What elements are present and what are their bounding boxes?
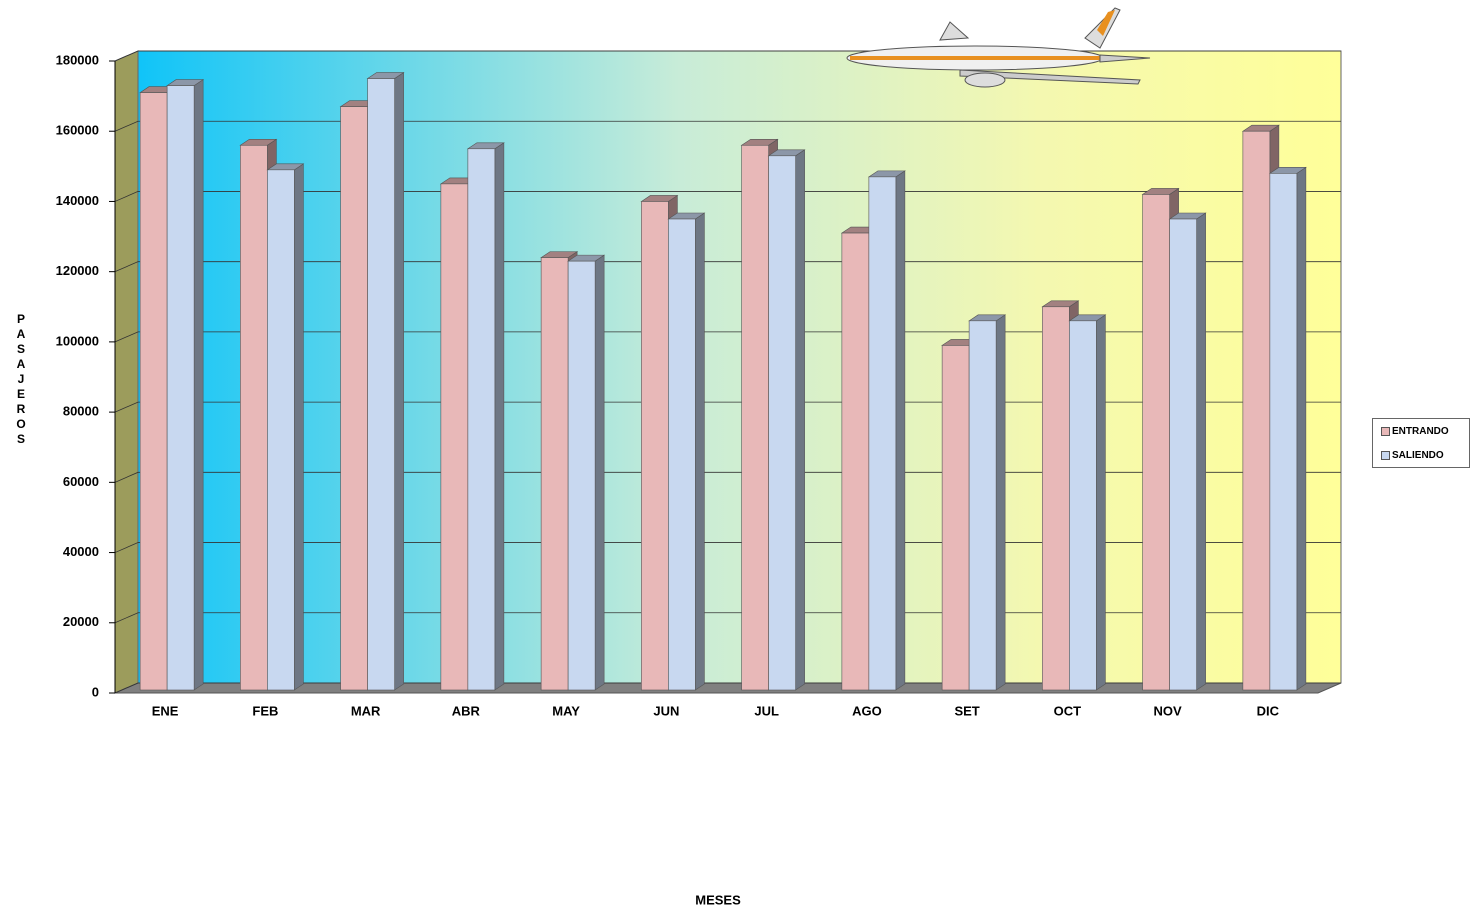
grid-line xyxy=(114,261,1341,273)
x-axis-label: MESES xyxy=(695,892,741,907)
bar-side xyxy=(795,149,805,691)
y-tick-label: 80000 xyxy=(63,404,99,419)
legend: ENTRANDO SALIENDO xyxy=(1372,418,1470,468)
y-tick-label: 60000 xyxy=(63,474,99,489)
bar xyxy=(668,218,696,691)
grid-line xyxy=(114,682,1341,694)
side-wall xyxy=(114,50,139,694)
x-tick-label: MAY xyxy=(552,703,580,718)
bar xyxy=(941,345,970,691)
x-tick-label: ENE xyxy=(152,703,179,718)
bar xyxy=(1242,130,1271,691)
x-tick-label: NOV xyxy=(1154,703,1183,718)
bar xyxy=(1169,218,1197,691)
x-tick-label: SET xyxy=(954,703,979,718)
bar xyxy=(367,78,395,691)
bar xyxy=(166,85,195,691)
bar xyxy=(240,144,268,691)
bar-side xyxy=(1296,166,1307,691)
bar xyxy=(968,320,997,691)
x-tick-label: MAR xyxy=(351,703,381,718)
grid-line xyxy=(114,612,1341,624)
legend-swatch xyxy=(1381,427,1390,436)
bar xyxy=(139,92,168,691)
bar-side xyxy=(695,212,705,691)
y-tick-label: 20000 xyxy=(63,614,99,629)
bar xyxy=(267,169,295,691)
x-tick-label: JUN xyxy=(653,703,679,718)
grid-line xyxy=(114,120,1341,132)
bar xyxy=(540,257,569,691)
x-tick-label: AGO xyxy=(852,703,882,718)
grid-line xyxy=(114,191,1341,202)
bar xyxy=(868,176,897,691)
x-tick-label: JUL xyxy=(754,703,779,718)
bar xyxy=(641,201,669,691)
bar xyxy=(768,155,796,691)
y-tick-label: 120000 xyxy=(56,263,99,278)
bar xyxy=(340,106,368,691)
bar xyxy=(741,144,769,691)
legend-item: ENTRANDO xyxy=(1381,426,1449,437)
x-tick-label: OCT xyxy=(1054,703,1082,718)
bar xyxy=(1069,320,1097,691)
bar-side xyxy=(1096,314,1106,691)
y-tick-label: 0 xyxy=(92,684,99,699)
bar-side xyxy=(394,71,404,691)
y-tick-label: 100000 xyxy=(56,333,99,348)
bar-side xyxy=(193,79,204,691)
bar-side xyxy=(494,142,505,691)
bar xyxy=(567,260,596,691)
y-tick-label: 40000 xyxy=(63,544,99,559)
bar-side xyxy=(995,314,1006,691)
bar-side xyxy=(895,170,906,691)
y-axis-label: PASAJEROS xyxy=(14,312,28,447)
y-tick-label: 180000 xyxy=(56,52,99,67)
legend-swatch xyxy=(1381,451,1390,460)
grid-line xyxy=(114,401,1341,413)
grid-line xyxy=(114,542,1341,553)
y-tick-label: 160000 xyxy=(56,123,99,138)
x-tick-label: FEB xyxy=(252,703,278,718)
bar xyxy=(1042,306,1070,691)
grid-line xyxy=(114,331,1341,343)
bar-side xyxy=(594,254,605,691)
grid-line xyxy=(114,471,1341,483)
y-tick-label: 140000 xyxy=(56,193,99,208)
bar xyxy=(1142,194,1170,691)
bar xyxy=(841,232,870,691)
bar xyxy=(1269,173,1298,691)
legend-label: ENTRANDO xyxy=(1392,426,1449,437)
legend-item: SALIENDO xyxy=(1381,450,1444,461)
bar xyxy=(440,183,469,691)
legend-label: SALIENDO xyxy=(1392,450,1444,461)
bar-side xyxy=(1196,212,1206,691)
airplane-illustration xyxy=(846,7,1151,88)
bar-side xyxy=(294,163,304,691)
bar xyxy=(467,148,496,691)
x-tick-label: ABR xyxy=(452,703,481,718)
x-tick-label: DIC xyxy=(1257,703,1280,718)
